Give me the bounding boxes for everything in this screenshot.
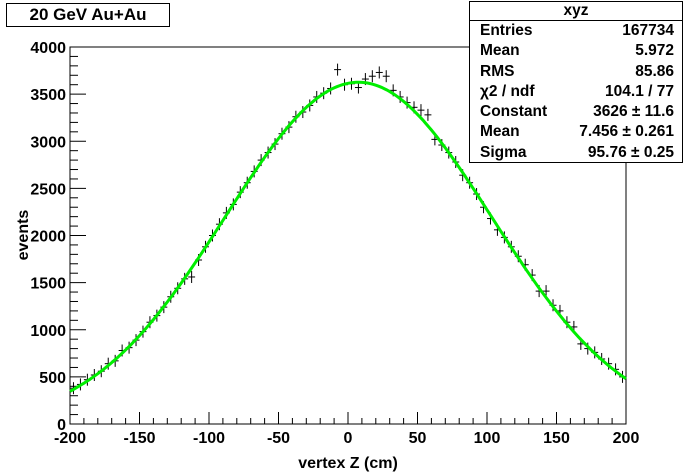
stats-row: Entries 167734 [470, 21, 682, 41]
data-point [417, 104, 425, 117]
plot-title: 20 GeV Au+Au [6, 3, 170, 27]
stats-row: χ2 / ndf 104.1 / 77 [470, 82, 682, 102]
stats-value: 5.972 [635, 42, 674, 60]
y-tick-label: 1500 [30, 276, 66, 293]
stats-label: χ2 / ndf [480, 82, 535, 100]
stats-value: 3626 ± 11.6 [593, 103, 674, 121]
y-tick-label: 0 [57, 417, 66, 434]
x-tick-label: 0 [344, 430, 353, 447]
stats-value: 85.86 [635, 62, 674, 80]
data-point [188, 270, 196, 283]
stats-box: xyz Entries 167734 Mean 5.972 RMS 85.86 χ2 / n… [469, 1, 683, 163]
y-tick-label: 2500 [30, 181, 66, 198]
data-point [334, 63, 342, 76]
y-tick-label: 500 [39, 370, 66, 387]
y-tick-label: 4000 [30, 40, 66, 57]
y-tick-label: 3000 [30, 134, 66, 151]
stats-name: xyz [470, 2, 682, 21]
stats-value: 95.76 ± 0.25 [587, 143, 674, 161]
x-tick-label: -50 [267, 430, 290, 447]
stats-row: Sigma 95.76 ± 0.25 [470, 143, 682, 163]
stats-label: Constant [480, 103, 548, 121]
y-tick-label: 1000 [30, 323, 66, 340]
stats-value: 7.456 ± 0.261 [579, 123, 674, 141]
stats-row: Mean 7.456 ± 0.261 [470, 122, 682, 142]
y-axis-label: events [15, 210, 32, 261]
x-tick-label: 200 [613, 430, 640, 447]
x-tick-label: -200 [54, 430, 86, 447]
x-tick-label: 50 [409, 430, 427, 447]
stats-row: Constant 3626 ± 11.6 [470, 102, 682, 122]
x-tick-label: 150 [543, 430, 570, 447]
x-tick-label: -150 [123, 430, 155, 447]
stats-value: 167734 [622, 22, 674, 39]
x-axis-label: vertex Z (cm) [298, 455, 398, 472]
y-tick-label: 2000 [30, 229, 66, 246]
stats-row: Mean 5.972 [470, 41, 682, 61]
stats-label: Mean [480, 42, 520, 60]
stats-label: Sigma [480, 143, 527, 161]
y-tick-label: 3500 [30, 87, 66, 104]
data-point [368, 70, 376, 83]
gaussian-fit-curve [69, 80, 627, 393]
x-tick-label: -100 [193, 430, 225, 447]
stats-value: 104.1 / 77 [605, 82, 674, 100]
stats-row: RMS 85.86 [470, 62, 682, 82]
stats-label: RMS [480, 62, 515, 80]
data-point [375, 66, 383, 79]
x-tick-label: 100 [474, 430, 501, 447]
stats-label: Entries [480, 22, 533, 39]
data-point [424, 108, 432, 121]
data-point [382, 70, 390, 83]
stats-label: Mean [480, 123, 520, 141]
